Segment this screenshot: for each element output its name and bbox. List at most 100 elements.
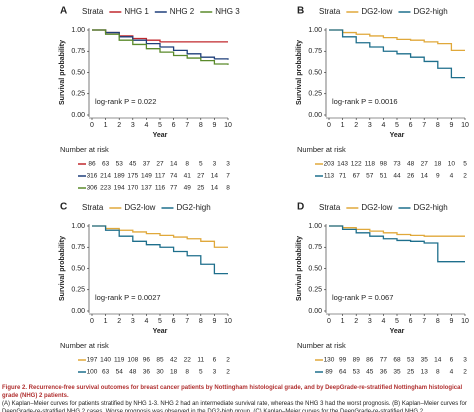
risk-count: 36 (143, 369, 151, 376)
y-axis-title: Survival probability (59, 236, 66, 301)
x-tick-label: 6 (409, 122, 413, 129)
survival-curve (329, 29, 465, 79)
risk-count: 63 (102, 161, 110, 168)
y-tick-label: 0.50 (308, 69, 322, 76)
y-tick-label: 1.00 (71, 223, 85, 230)
annotation: log-rank P = 0.0016 (332, 97, 398, 106)
x-tick-label: 1 (341, 318, 345, 325)
risk-count: 42 (170, 357, 178, 364)
risk-count: 48 (129, 369, 137, 376)
caption: Figure 2. Recurrence-free survival outco… (2, 384, 472, 412)
risk-count: 74 (170, 173, 178, 180)
risk-count: 214 (100, 173, 111, 180)
risk-count: 100 (87, 369, 98, 376)
x-tick-label: 3 (368, 318, 372, 325)
risk-count: 89 (353, 357, 361, 364)
risk-count: 14 (421, 173, 429, 180)
risk-count: 170 (127, 185, 138, 192)
risk-count: 11 (197, 357, 204, 364)
risk-count: 35 (421, 357, 429, 364)
x-tick-label: 10 (224, 122, 232, 129)
risk-count: 9 (436, 173, 440, 180)
risk-count: 27 (421, 161, 429, 168)
risk-count: 86 (88, 161, 96, 168)
x-tick-label: 1 (104, 318, 108, 325)
legend-label: DG2-low (361, 7, 392, 16)
x-tick-label: 0 (327, 122, 331, 129)
risk-count: 14 (170, 161, 178, 168)
risk-count: 57 (366, 173, 374, 180)
risk-count: 18 (434, 161, 442, 168)
risk-count: 8 (185, 161, 189, 168)
risk-count: 22 (184, 357, 192, 364)
x-tick-label: 9 (212, 122, 216, 129)
risk-count: 48 (407, 161, 415, 168)
legend-label: DG2-low (124, 203, 155, 212)
survival-curve (329, 225, 465, 237)
risk-count: 2 (463, 369, 467, 376)
risk-count: 67 (353, 173, 361, 180)
legend-label: DG2-low (361, 203, 392, 212)
x-tick-label: 2 (354, 122, 358, 129)
y-tick-label: 0.00 (71, 308, 85, 315)
risk-count: 6 (213, 357, 217, 364)
risk-count: 13 (421, 369, 429, 376)
survival-curve (329, 29, 465, 52)
annotation: log-rank P = 0.0027 (95, 293, 161, 302)
risk-count: 37 (143, 161, 151, 168)
risk-count: 35 (393, 369, 401, 376)
y-tick-label: 0.00 (71, 112, 85, 119)
risk-count: 118 (365, 161, 376, 168)
x-tick-label: 9 (449, 122, 453, 129)
caption-title: Figure 2. Recurrence-free survival outco… (2, 385, 463, 399)
risk-count: 117 (155, 173, 166, 180)
risk-count: 194 (114, 185, 125, 192)
x-tick-label: 5 (395, 318, 399, 325)
legend-title: Strata (82, 203, 104, 212)
risk-count: 96 (143, 357, 151, 364)
x-tick-label: 3 (368, 122, 372, 129)
risk-table-title: Number at risk (297, 145, 346, 154)
panel-label: A (60, 6, 67, 17)
x-tick-label: 5 (158, 318, 162, 325)
risk-count: 113 (324, 173, 335, 180)
legend-label: NHG 3 (215, 7, 240, 16)
x-tick-label: 7 (422, 122, 426, 129)
risk-count: 5 (199, 369, 203, 376)
x-tick-label: 4 (381, 318, 385, 325)
y-tick-label: 1.00 (308, 223, 322, 230)
panel-label: D (297, 202, 304, 213)
x-tick-label: 3 (131, 318, 135, 325)
x-tick-label: 10 (224, 318, 232, 325)
legend-label: DG2-high (176, 203, 210, 212)
risk-count: 4 (450, 369, 454, 376)
x-tick-label: 7 (422, 318, 426, 325)
risk-count: 45 (366, 369, 374, 376)
x-tick-label: 2 (117, 318, 121, 325)
risk-count: 51 (380, 173, 388, 180)
y-tick-label: 0.75 (308, 244, 322, 251)
risk-table-title: Number at risk (297, 341, 346, 350)
risk-count: 4 (450, 173, 454, 180)
risk-count: 44 (393, 173, 401, 180)
risk-count: 3 (213, 161, 217, 168)
x-tick-label: 2 (354, 318, 358, 325)
risk-count: 86 (366, 357, 374, 364)
risk-count: 45 (129, 161, 137, 168)
x-tick-label: 6 (172, 318, 176, 325)
x-tick-label: 9 (212, 318, 216, 325)
risk-count: 130 (324, 357, 335, 364)
risk-count: 122 (351, 161, 362, 168)
risk-count: 41 (184, 173, 192, 180)
risk-count: 149 (141, 173, 152, 180)
risk-count: 8 (436, 369, 440, 376)
x-tick-label: 1 (104, 122, 108, 129)
survival-curve (92, 29, 229, 65)
x-tick-label: 1 (341, 122, 345, 129)
y-tick-label: 0.75 (71, 244, 85, 251)
x-tick-label: 2 (117, 122, 121, 129)
panel-label: C (60, 202, 67, 213)
risk-count: 10 (448, 161, 456, 168)
risk-count: 85 (156, 357, 164, 364)
